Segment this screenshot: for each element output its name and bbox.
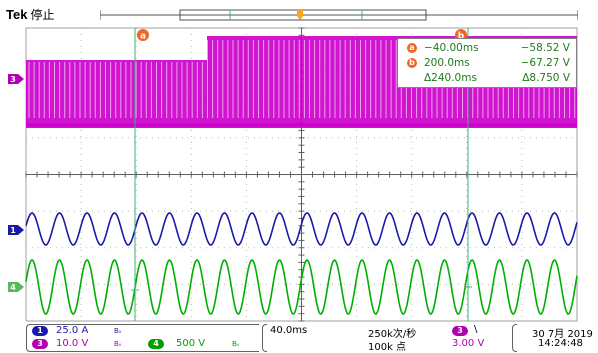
cursor-delta-time: Δ240.0ms	[424, 72, 477, 84]
cursor-readout-panel: a −40.00ms −58.52 V b 200.0ms −67.27 V Δ…	[397, 38, 577, 88]
bottom-status-bar: 1 25.0 A Bᵥ 3 10.0 V Bᵥ 4 500 V Bᵥ 40.0m…	[0, 322, 598, 353]
datetime-frame	[512, 324, 517, 352]
channel-3-bw-limit: Bᵥ	[114, 340, 122, 348]
trigger-source-badge: 3	[452, 326, 468, 336]
cursor-b-value: −67.27 V	[520, 57, 570, 69]
channel-4-trace	[25, 259, 578, 315]
channel-4-ground-marker[interactable]: 4	[8, 282, 24, 292]
record-overview-bar[interactable]	[100, 9, 578, 21]
cursor-a-time: −40.00ms	[424, 42, 479, 54]
trigger-level: 3.00 V	[452, 338, 485, 349]
channel-1-scale: 25.0 A	[56, 325, 89, 336]
horizontal-scale[interactable]: 40.0ms	[270, 325, 308, 336]
sample-rate: 250k次/秒	[368, 329, 417, 340]
top-status-bar: Tek 停止	[0, 0, 598, 24]
svg-text:3: 3	[10, 75, 16, 84]
svg-text:b: b	[458, 32, 465, 42]
svg-text:4: 4	[10, 283, 16, 292]
svg-text:a: a	[140, 32, 146, 42]
channel-4-bw-limit: Bᵥ	[232, 340, 240, 348]
cursor-a-badge: a	[407, 43, 417, 53]
date: 30 7月 2019	[532, 329, 593, 340]
cursor-b-badge: b	[407, 58, 417, 68]
cursor-delta-readout: Δ240.0ms Δ8.750 V	[398, 71, 576, 85]
channel-3-ground-marker[interactable]: 3	[8, 74, 24, 84]
trigger-slope-icon: \	[474, 324, 478, 335]
cursor-a-marker[interactable]: a	[137, 29, 149, 42]
time: 14:24:48	[538, 338, 583, 349]
timebase-frame-left	[262, 324, 267, 352]
channel-3-scale: 10.0 V	[56, 338, 89, 349]
cursor-b-readout: b 200.0ms −67.27 V	[398, 56, 576, 70]
cursor-delta-value: Δ8.750 V	[522, 72, 570, 84]
record-length: 100k 点	[368, 342, 407, 353]
brand-logo: Tek	[6, 7, 28, 22]
channel-1-trace	[25, 212, 578, 246]
cursor-a-value: −58.52 V	[520, 42, 570, 54]
scope-brand: Tek 停止	[6, 6, 54, 23]
cursor-a-readout: a −40.00ms −58.52 V	[398, 41, 576, 55]
trigger-position-icon	[297, 9, 303, 20]
channel-1-ground-marker[interactable]: 1	[8, 225, 24, 235]
acquisition-status: 停止	[30, 8, 55, 22]
channel-3-badge: 3	[32, 339, 48, 349]
channel-4-scale: 500 V	[176, 338, 206, 349]
channel-1-badge: 1	[32, 326, 48, 336]
svg-text:1: 1	[10, 226, 16, 235]
cursor-b-time: 200.0ms	[424, 57, 470, 69]
channel-1-bw-limit: Bᵥ	[114, 327, 122, 335]
channel-4-badge: 4	[148, 339, 164, 349]
